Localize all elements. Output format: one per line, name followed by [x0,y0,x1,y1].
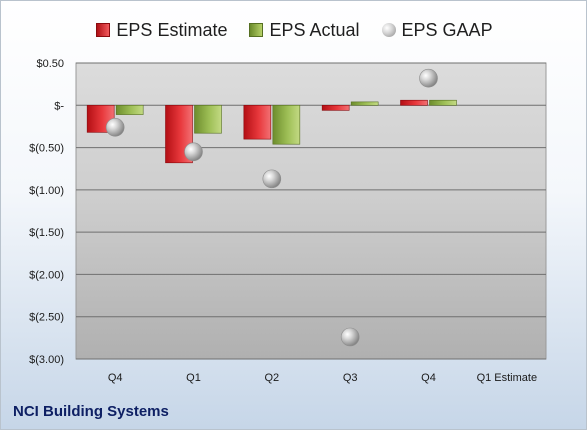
x-tick-label: Q3 [343,372,358,384]
x-tick-label: Q1 [186,372,201,384]
plot-area [75,62,547,360]
x-tick-label: Q4 [421,372,436,384]
y-tick-label: $(3.00) [29,354,64,366]
y-tick-label: $(2.00) [29,269,64,281]
eps-actual-bar [350,101,379,106]
x-tick-label: Q4 [108,372,123,384]
legend-label-eps-estimate: EPS Estimate [116,19,228,40]
eps-estimate-bar [243,104,272,140]
eps-estimate-bar [321,104,350,111]
eps-estimate-bar [400,99,428,106]
eps-gaap-marker [105,117,125,137]
eps-estimate-bar [165,104,193,164]
x-tick-label: Q1 Estimate [477,372,538,384]
y-tick-label: $(1.50) [29,227,64,239]
y-tick-label: $(1.00) [29,185,64,197]
eps-actual-bar [194,104,222,134]
legend-swatch-eps-estimate [96,23,111,37]
eps-gaap-marker [340,327,360,347]
y-tick-label: $(2.50) [29,312,64,324]
y-tick-label: $- [54,100,64,112]
eps-gaap-marker [419,68,438,88]
eps-actual-bar [272,104,301,145]
legend-swatch-eps-actual [249,23,264,37]
legend-label-eps-actual: EPS Actual [269,19,360,40]
y-tick-label: $(0.50) [29,143,64,155]
eps-gaap-marker [184,142,203,162]
chart-legend: EPS Estimate EPS Actual EPS GAAP [1,17,587,43]
eps-gaap-marker [262,169,282,189]
legend-item-eps-gaap: EPS GAAP [381,19,493,41]
eps-actual-bar [115,104,144,115]
eps-actual-bar [429,99,457,106]
legend-item-eps-actual: EPS Actual [249,19,360,41]
legend-label-eps-gaap: EPS GAAP [401,19,493,40]
y-tick-label: $0.50 [36,58,64,70]
company-name: NCI Building Systems [13,403,169,420]
legend-swatch-eps-gaap [381,23,396,37]
x-tick-label: Q2 [264,372,279,384]
legend-item-eps-estimate: EPS Estimate [96,20,227,41]
